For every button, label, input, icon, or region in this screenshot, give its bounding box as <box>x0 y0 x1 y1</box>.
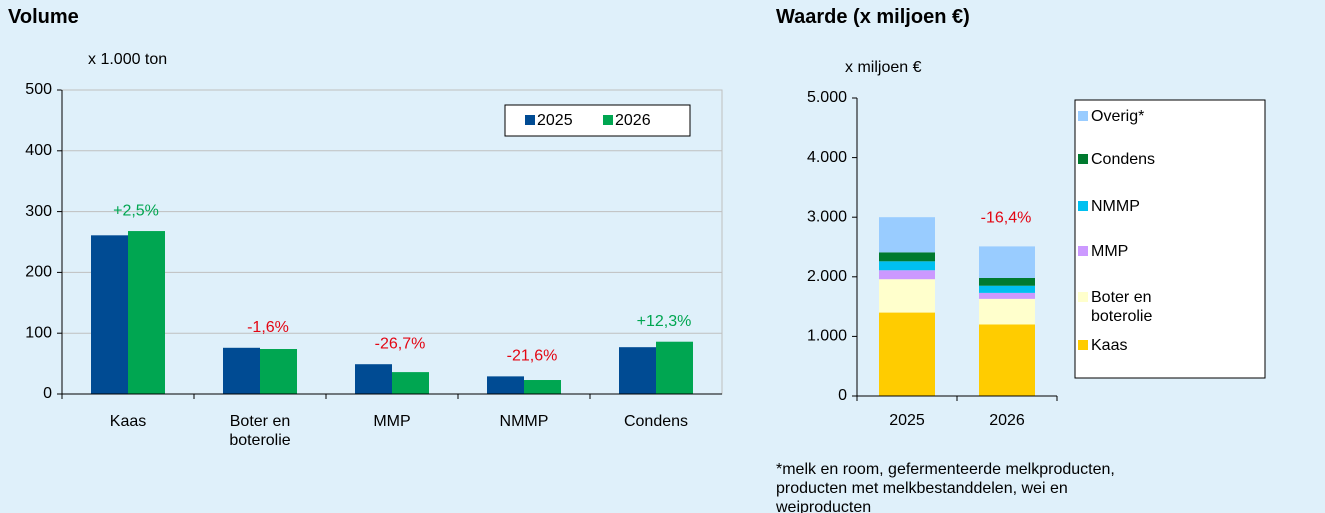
legend-swatch <box>1078 292 1088 302</box>
legend-label: 2026 <box>615 112 651 129</box>
y-axis-label: x miljoen € <box>845 59 922 76</box>
bar <box>487 376 524 394</box>
bar-segment <box>879 270 935 280</box>
change-label: -26,7% <box>375 335 426 352</box>
x-tick-label: Condens <box>623 413 689 430</box>
legend-swatch <box>1078 154 1088 164</box>
bar-segment <box>979 324 1035 396</box>
chart-title: Waarde (x miljoen €) <box>776 6 970 28</box>
bar-segment <box>879 261 935 271</box>
legend-label: Overig* <box>1091 108 1145 125</box>
legend-label: Kaas <box>1091 337 1128 354</box>
bar <box>91 235 128 394</box>
bar-segment <box>879 312 935 396</box>
bar-segment <box>879 217 935 253</box>
change-label: +12,3% <box>637 313 692 330</box>
y-tick-label: 0 <box>43 385 52 402</box>
bar-segment <box>979 246 1035 278</box>
legend-swatch <box>1078 246 1088 256</box>
y-tick-label: 100 <box>25 324 52 341</box>
y-tick-label: 2.000 <box>807 268 847 285</box>
x-tick-label: Kaas <box>109 413 147 430</box>
change-label: -1,6% <box>247 319 289 336</box>
legend-swatch <box>525 115 535 125</box>
y-tick-label: 4.000 <box>807 149 847 166</box>
legend-swatch <box>1078 201 1088 211</box>
legend-box <box>1074 99 1266 379</box>
y-tick-label: 3.000 <box>807 208 847 225</box>
bar <box>260 349 297 394</box>
bar-segment <box>879 252 935 262</box>
change-label: +2,5% <box>113 202 159 219</box>
legend-label: Boter en boterolie <box>1091 289 1153 325</box>
y-tick-label: 5.000 <box>807 89 847 106</box>
legend-swatch <box>603 115 613 125</box>
legend-box <box>504 104 691 137</box>
y-tick-label: 500 <box>25 81 52 98</box>
chart-title: Volume <box>8 6 79 28</box>
bar-segment <box>979 292 1035 299</box>
x-tick-label: NMMP <box>499 413 549 430</box>
bar <box>128 231 165 394</box>
legend-label: Condens <box>1091 151 1156 168</box>
x-tick-label: 2025 <box>889 412 925 429</box>
y-tick-label: 300 <box>25 203 52 220</box>
change-label: -16,4% <box>981 210 1032 227</box>
change-label: -21,6% <box>507 348 558 365</box>
x-tick-label: MMP <box>373 413 411 430</box>
footnote: *melk en room, gefermenteerde melkproduc… <box>776 461 1115 513</box>
bar-segment <box>879 279 935 313</box>
y-axis-label: x 1.000 ton <box>88 51 168 68</box>
bar <box>392 372 429 394</box>
x-tick-label: 2026 <box>989 412 1025 429</box>
bar <box>619 347 656 394</box>
legend-label: 2025 <box>537 112 573 129</box>
bar-segment <box>979 285 1035 293</box>
bar <box>223 347 260 394</box>
legend-label: MMP <box>1091 243 1129 260</box>
bar <box>656 341 693 394</box>
bar-segment <box>979 277 1035 286</box>
y-tick-label: 0 <box>838 387 847 404</box>
legend-swatch <box>1078 111 1088 121</box>
x-tick-label: Boter en boterolie <box>229 413 291 449</box>
bar-segment <box>979 298 1035 325</box>
y-tick-label: 1.000 <box>807 328 847 345</box>
y-tick-label: 400 <box>25 142 52 159</box>
legend-swatch <box>1078 340 1088 350</box>
bar <box>355 364 392 394</box>
bar <box>524 380 561 394</box>
legend-label: NMMP <box>1091 198 1140 215</box>
y-tick-label: 200 <box>25 264 52 281</box>
